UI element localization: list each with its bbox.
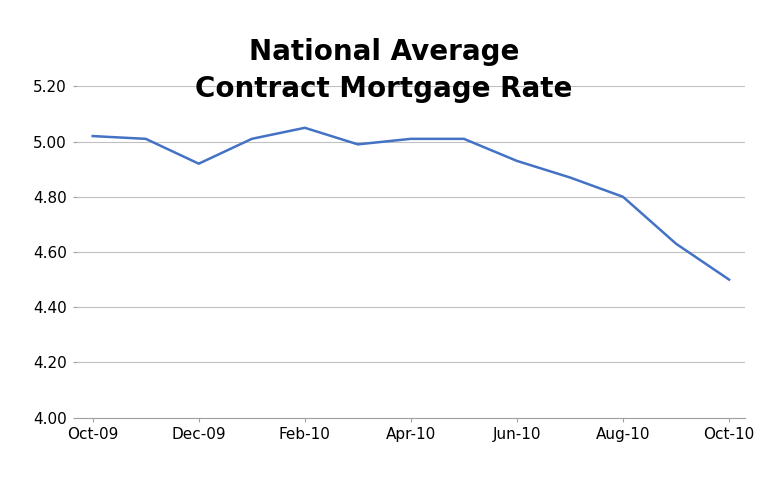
Text: National Average
Contract Mortgage Rate: National Average Contract Mortgage Rate [195,38,573,103]
